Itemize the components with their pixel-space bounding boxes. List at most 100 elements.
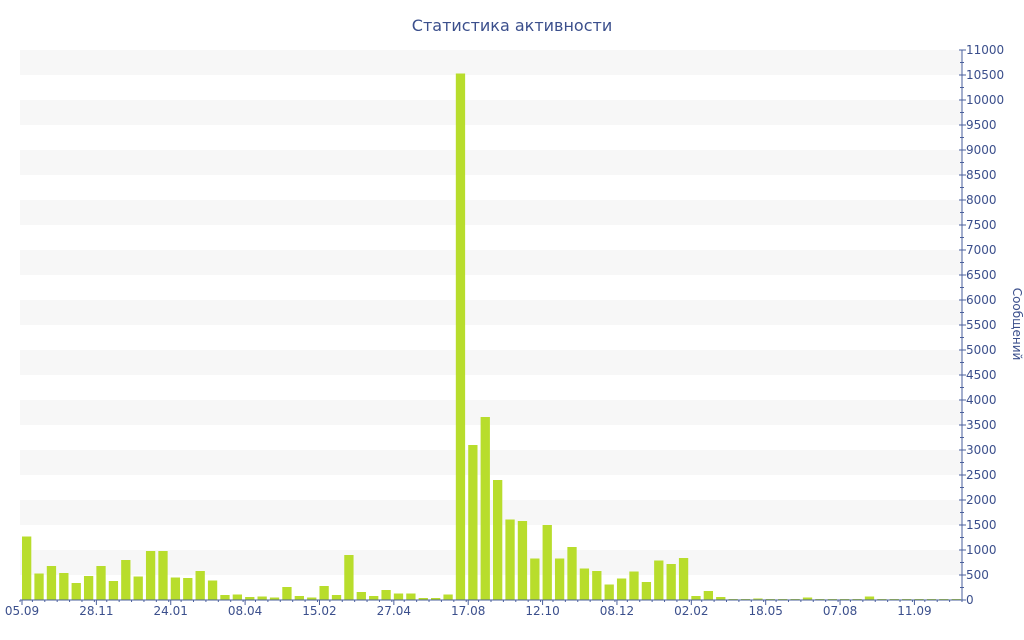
bar bbox=[641, 582, 652, 600]
x-tick-label: 27.04 bbox=[377, 604, 411, 618]
bar bbox=[468, 445, 478, 600]
bar bbox=[616, 578, 627, 600]
bar bbox=[455, 73, 466, 600]
bar bbox=[530, 558, 540, 600]
x-tick-label: 24.01 bbox=[154, 604, 188, 618]
x-axis: 05.09 28.11 24.01 08.04 15.02 27.04 17.08 12.10… bbox=[5, 599, 963, 618]
bar bbox=[579, 568, 590, 600]
x-tick-label: 05.09 bbox=[5, 604, 39, 618]
bar bbox=[158, 551, 168, 600]
bar bbox=[71, 583, 81, 600]
y-tick-label: 1000 bbox=[966, 543, 997, 557]
bar bbox=[145, 551, 156, 600]
y-tick-label: 10000 bbox=[966, 93, 1004, 107]
bar bbox=[864, 596, 875, 600]
bar bbox=[34, 573, 44, 600]
bar bbox=[716, 597, 726, 600]
grid-band bbox=[20, 300, 962, 325]
y-tick-label: 6500 bbox=[966, 268, 997, 282]
bar bbox=[517, 521, 528, 600]
bar bbox=[567, 547, 577, 600]
x-tick-label: 02.02 bbox=[674, 604, 708, 618]
y-tick-label: 2000 bbox=[966, 493, 997, 507]
bar bbox=[96, 566, 106, 600]
bar bbox=[666, 564, 676, 600]
bar bbox=[654, 560, 664, 600]
bar bbox=[195, 571, 205, 600]
x-tick-label: 08.12 bbox=[600, 604, 634, 618]
grid-band bbox=[20, 500, 962, 525]
bar bbox=[678, 558, 689, 600]
y-tick-label: 9500 bbox=[966, 118, 997, 132]
bar bbox=[232, 594, 243, 600]
bar bbox=[170, 577, 181, 600]
grid-band bbox=[20, 100, 962, 125]
grid-band bbox=[20, 400, 962, 425]
bar bbox=[46, 566, 57, 600]
bar bbox=[356, 592, 366, 600]
bar bbox=[691, 596, 701, 600]
x-tick-label: 11.09 bbox=[897, 604, 931, 618]
bar bbox=[703, 591, 714, 600]
bar bbox=[59, 573, 69, 600]
bar bbox=[183, 578, 193, 600]
y-tick-label: 4000 bbox=[966, 393, 997, 407]
bar bbox=[629, 571, 639, 600]
grid-band bbox=[20, 350, 962, 375]
bar bbox=[108, 581, 119, 600]
y-tick-label: 5500 bbox=[966, 318, 997, 332]
x-tick-label: 12.10 bbox=[525, 604, 559, 618]
y-tick-label: 3500 bbox=[966, 418, 997, 432]
y-tick-label: 5000 bbox=[966, 343, 997, 357]
bar bbox=[369, 596, 379, 600]
y-tick-label: 2500 bbox=[966, 468, 997, 482]
bar bbox=[393, 593, 404, 600]
bar bbox=[604, 584, 614, 600]
y-tick-label: 8000 bbox=[966, 193, 997, 207]
bar bbox=[294, 596, 304, 600]
bar bbox=[245, 597, 255, 600]
y-tick-label: 500 bbox=[966, 568, 989, 582]
y-tick-label: 10500 bbox=[966, 68, 1004, 82]
bar bbox=[542, 525, 552, 600]
y-tick-label: 1500 bbox=[966, 518, 997, 532]
bar bbox=[344, 555, 354, 600]
y-tick-label: 4500 bbox=[966, 368, 997, 382]
y-tick-label: 7000 bbox=[966, 243, 997, 257]
grid-band bbox=[20, 200, 962, 225]
x-tick-label: 17.08 bbox=[451, 604, 485, 618]
bar bbox=[220, 595, 230, 600]
chart-title: Статистика активности bbox=[412, 16, 612, 35]
x-tick-label: 28.11 bbox=[79, 604, 113, 618]
bar bbox=[207, 580, 218, 600]
x-tick-label: 08.04 bbox=[228, 604, 262, 618]
y-tick-label: 6000 bbox=[966, 293, 997, 307]
x-tick-label: 15.02 bbox=[302, 604, 336, 618]
grid-band bbox=[20, 250, 962, 275]
bar bbox=[307, 597, 317, 600]
bar bbox=[480, 417, 490, 600]
x-tick-label: 18.05 bbox=[749, 604, 783, 618]
grid-band bbox=[20, 550, 962, 575]
bar bbox=[554, 558, 565, 600]
bar bbox=[22, 536, 32, 600]
bar bbox=[83, 576, 94, 600]
grid-band bbox=[20, 50, 962, 75]
bar bbox=[418, 598, 428, 600]
bar bbox=[133, 576, 143, 600]
bar-series bbox=[22, 73, 961, 600]
grid-bands bbox=[20, 50, 962, 575]
grid-band bbox=[20, 450, 962, 475]
y-axis: 0 500 1000 1500 2000 2500 3000 3500 4000 4500 5000… bbox=[959, 43, 1004, 607]
bar bbox=[282, 587, 292, 600]
y-tick-label: 7500 bbox=[966, 218, 997, 232]
bar bbox=[443, 594, 453, 600]
x-tick-label: 07.08 bbox=[823, 604, 857, 618]
bar bbox=[257, 596, 267, 600]
bar bbox=[331, 595, 342, 600]
grid-band bbox=[20, 150, 962, 175]
y-axis-label: Сообщений bbox=[1010, 288, 1024, 361]
bar bbox=[431, 598, 441, 600]
bar bbox=[319, 586, 329, 600]
